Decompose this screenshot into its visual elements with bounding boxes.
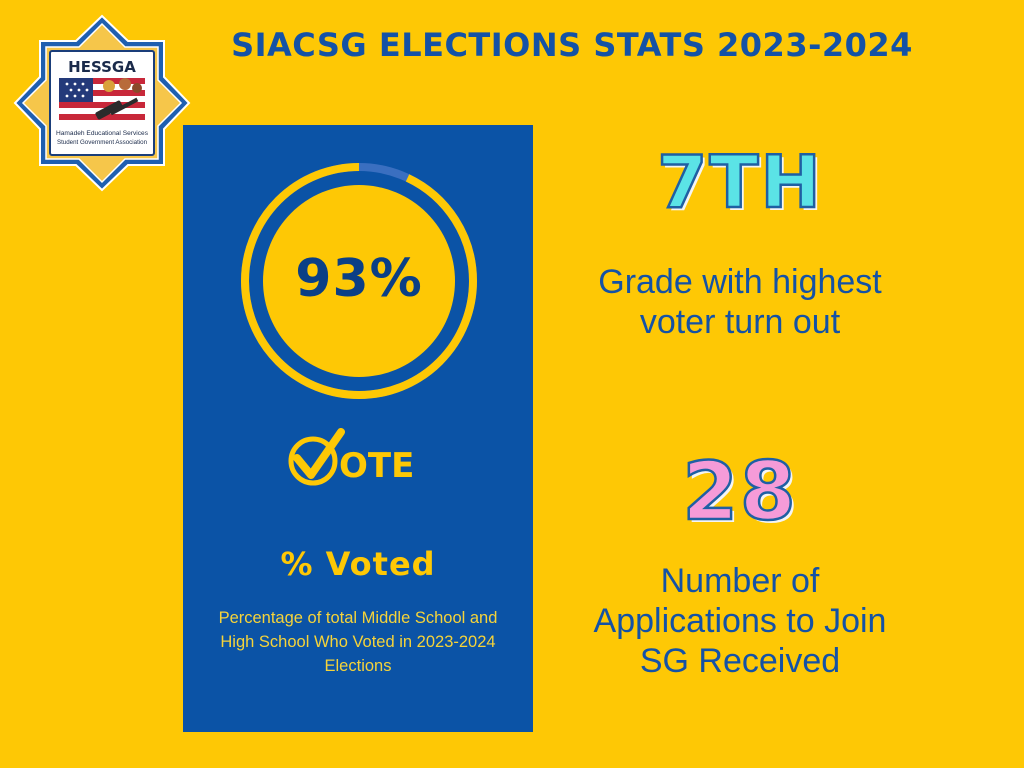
voted-label: % Voted — [280, 545, 436, 583]
vote-check-icon: OTE — [288, 428, 414, 486]
top-grade-caption: Grade with highest voter turn out — [560, 262, 920, 342]
caption-line: Grade with highest — [598, 263, 882, 301]
voted-description: Percentage of total Middle School and Hi… — [218, 609, 498, 675]
logo-acronym: HESSGA — [68, 58, 136, 76]
hessga-logo: HESSGA Hamadeh Educational Services Stud… — [13, 14, 191, 192]
page-title: SIACSG ELECTIONS STATS 2023-2024 — [231, 26, 913, 64]
caption-line: SG Received — [639, 642, 841, 680]
vote-logo-text: OTE — [339, 446, 414, 486]
caption-line: Applications to Join — [593, 602, 887, 640]
voted-percentage-value: 93% — [295, 249, 423, 309]
percentage-ring — [241, 163, 477, 399]
ring-inner-disc — [263, 185, 455, 377]
top-grade-value: 7TH — [656, 139, 823, 226]
logo-line1: Hamadeh Educational Services — [56, 130, 149, 137]
flag-gavel-icon — [59, 78, 145, 126]
caption-line: Number of — [660, 562, 820, 600]
applications-caption: Number of Applications to Join SG Receiv… — [560, 561, 920, 681]
applications-count-value: 28 — [681, 444, 798, 540]
voted-panel: 93% OTE % Voted Percentage of total Midd… — [183, 125, 533, 732]
ring-progress — [241, 163, 477, 399]
caption-line: voter turn out — [639, 303, 841, 341]
logo-line2: Student Government Association — [57, 139, 148, 146]
